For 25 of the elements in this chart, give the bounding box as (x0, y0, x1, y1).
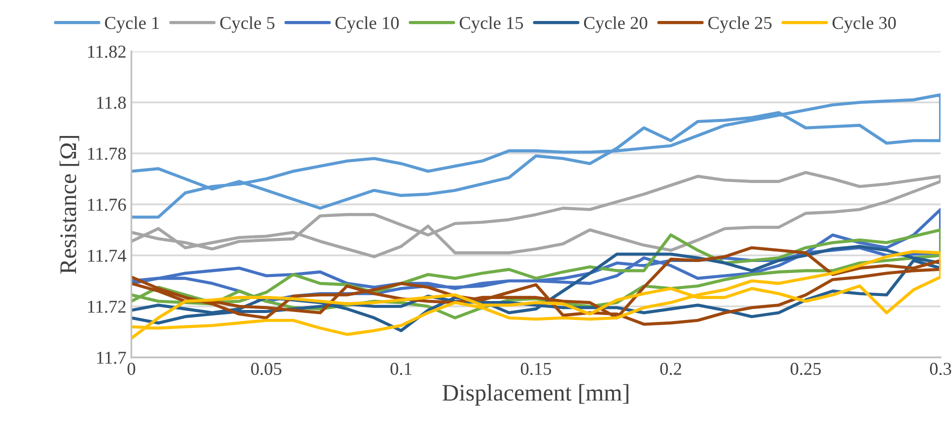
x-axis-title: Displacement [mm] (442, 384, 628, 406)
x-tick-label: 0.15 (520, 362, 552, 376)
x-tick-label: 0.05 (251, 362, 282, 376)
y-tick-label: 11.74 (88, 250, 126, 262)
x-tick-label: 0.2 (660, 362, 682, 376)
legend-label: Cycle 5 (220, 16, 274, 33)
y-tick-label: 11.78 (88, 148, 126, 160)
y-tick-label: 11.76 (88, 198, 126, 211)
legend-label: Cycle 15 (460, 16, 523, 33)
y-tick-label: 11.72 (88, 300, 126, 313)
legend-label: Cycle 10 (335, 16, 399, 33)
x-tick-label: 0.3 (930, 362, 952, 376)
y-axis-title: Resistance [Ω] (60, 136, 80, 274)
line-series (131, 93, 941, 219)
x-tick-label: 0.25 (790, 362, 821, 376)
y-tick-label: 11.8 (97, 96, 126, 109)
legend-label: Cycle 30 (832, 16, 896, 33)
legend-label: Cycle 25 (708, 16, 772, 33)
legend-label: Cycle 1 (104, 16, 159, 33)
x-tick-label: 0.1 (390, 362, 412, 376)
x-tick-label: 0 (128, 362, 136, 375)
line-series (131, 170, 941, 258)
y-tick-label: 11.7 (97, 352, 126, 364)
legend-label: Cycle 20 (584, 16, 648, 33)
y-tick-label: 11.82 (88, 46, 126, 58)
